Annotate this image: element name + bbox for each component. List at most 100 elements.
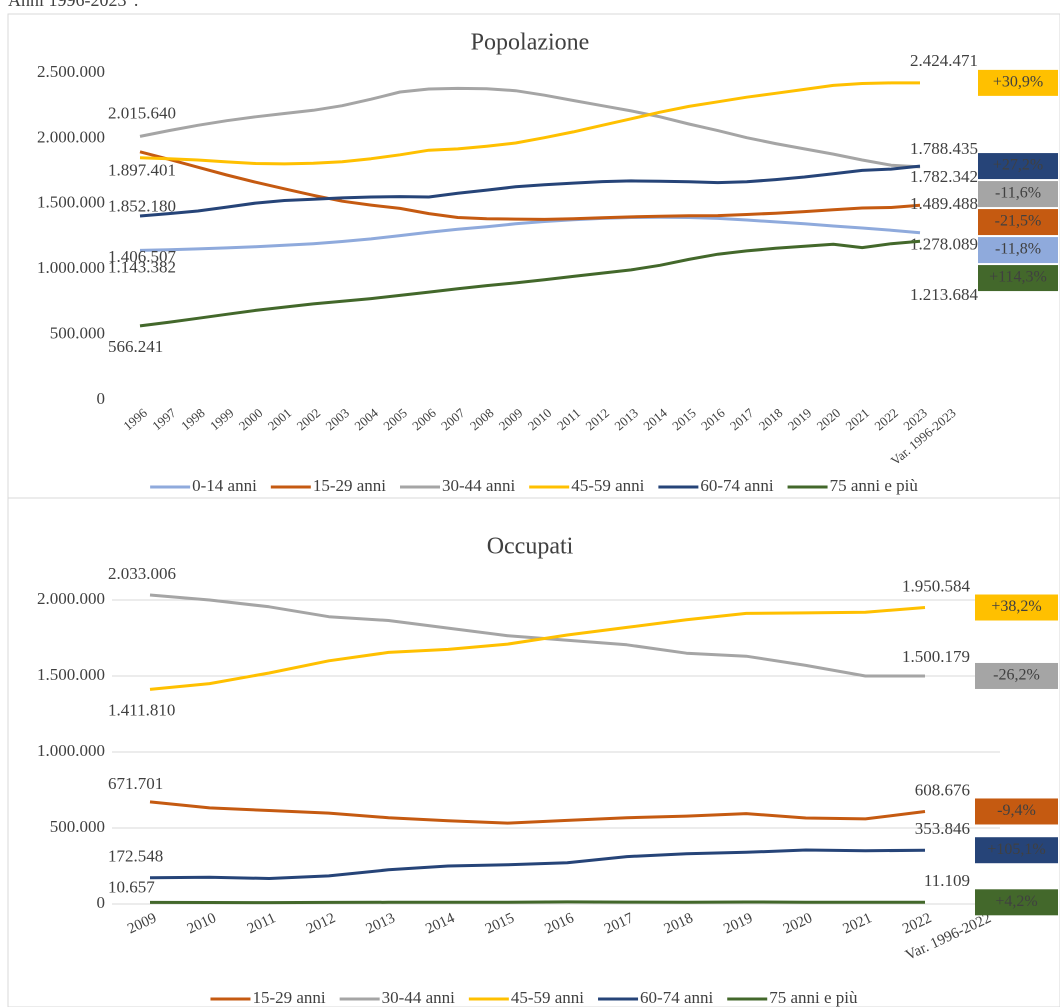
series-line (139, 239, 921, 328)
x-tick-label: 2012 (304, 910, 338, 937)
change-label: +105,1% (987, 841, 1045, 858)
data-label: 11.109 (924, 871, 970, 890)
data-label: 1.788.435 (910, 139, 978, 158)
x-tick-label: 2000 (236, 405, 266, 433)
x-tick-label: 2020 (781, 910, 815, 937)
data-label: 2.015.640 (108, 103, 176, 122)
x-tick-label: 2010 (185, 910, 219, 937)
data-label: 10.657 (108, 877, 155, 896)
change-badge (978, 153, 1058, 180)
x-tick-label: 2017 (727, 405, 757, 434)
x-tick-label: 2016 (698, 405, 728, 434)
change-label: +38,2% (991, 598, 1041, 615)
change-badge (978, 237, 1058, 264)
series-line (149, 606, 926, 691)
y-tick-label: 0 (97, 893, 106, 912)
legend: 0-14 anni 15-29 anni 30-44 anni 45-59 anni 6… (150, 476, 918, 495)
x-tick-label: 2008 (467, 405, 497, 433)
change-label: -9,4% (997, 802, 1036, 819)
series-line (139, 150, 921, 221)
x-tick-label: 2012 (583, 405, 613, 433)
change-badge (975, 662, 1058, 689)
data-label: 608.676 (915, 780, 970, 799)
y-tick-label: 1.500.000 (37, 665, 105, 684)
data-label: 1.406.507 (108, 247, 177, 266)
legend-label: 15-29 anni (313, 476, 386, 495)
legend-label: 30-44 anni (442, 476, 515, 495)
data-label: 2.033.006 (108, 564, 176, 583)
legend: 15-29 anni 30-44 anni 45-59 anni 60-74 anni… (210, 988, 858, 1007)
legend-label: 60-74 anni (700, 476, 773, 495)
x-tick-label: 2021 (843, 405, 873, 433)
y-tick-label: 500.000 (50, 324, 105, 343)
chart-frame (7, 497, 1060, 1007)
change-badge (975, 889, 1058, 916)
series-line (139, 164, 921, 218)
x-tick-label: 1998 (178, 405, 208, 433)
series-line (139, 81, 920, 166)
data-label: 1.897.401 (108, 161, 176, 180)
x-tick-label: 2020 (814, 405, 844, 433)
change-badge (978, 181, 1058, 208)
header: Anni 1996-2023". (8, 0, 138, 10)
series-line (149, 593, 925, 678)
y-tick-label: 1.500.000 (37, 193, 105, 212)
x-tick-label: 2014 (640, 405, 670, 434)
data-label: 1.278.089 (910, 235, 978, 254)
change-label: +4,2% (995, 893, 1037, 910)
y-tick-label: 1.000.000 (37, 258, 105, 277)
x-tick-label: 2021 (841, 910, 875, 937)
x-tick-label: 2009 (125, 910, 159, 937)
x-tick-label: 2019 (785, 405, 815, 433)
x-tick-label: 2015 (669, 405, 699, 433)
y-tick-label: 2.000.000 (37, 589, 105, 608)
series-line (149, 800, 926, 825)
legend-label: 0-14 anni (192, 476, 257, 495)
change-badge (975, 798, 1058, 825)
x-tick-label: 2007 (438, 405, 468, 434)
x-tick-label: 2019 (721, 910, 755, 937)
change-label: -21,5% (995, 213, 1042, 230)
data-label: 671.701 (108, 774, 163, 793)
x-tick-label: 2004 (351, 405, 381, 434)
x-tick-label: 2018 (756, 405, 786, 433)
x-tick-label: 1999 (207, 405, 237, 433)
data-label: 1.950.584 (902, 576, 971, 595)
x-tick-label: 2015 (483, 910, 517, 937)
data-label: 353.846 (915, 819, 970, 838)
legend-label: 75 anni e più (830, 476, 919, 495)
data-label: 2.424.471 (910, 51, 978, 70)
x-tick-label: 2022 (900, 910, 934, 937)
x-tick-label: 2010 (525, 405, 555, 433)
x-tick-label: 2003 (323, 405, 353, 433)
change-badge (978, 209, 1058, 236)
legend-label: 45-59 anni (571, 476, 644, 495)
x-tick-label: 1997 (149, 405, 179, 434)
series-line (139, 215, 921, 252)
series-line (139, 86, 921, 169)
y-tick-label: 2.000.000 (37, 127, 105, 146)
x-tick-label: 2006 (409, 405, 439, 434)
change-label: +27,2% (993, 157, 1043, 174)
x-tick-label: 2014 (423, 910, 457, 937)
x-tick-label: 2011 (245, 910, 278, 937)
data-label: 566.241 (108, 337, 163, 356)
y-tick-label: 2.500.000 (37, 62, 105, 81)
data-label: 1.489.488 (910, 194, 978, 213)
legend-label: 45-59 anni (511, 988, 584, 1007)
data-label: 1.213.684 (910, 285, 979, 304)
legend-label: 60-74 anni (640, 988, 713, 1007)
x-tick-label: 2002 (294, 405, 324, 433)
y-tick-label: 1.000.000 (37, 741, 105, 760)
x-tick-label: 2022 (871, 405, 901, 433)
legend-label: 15-29 anni (252, 988, 325, 1007)
x-tick-label: 1996 (120, 405, 150, 434)
x-tick-label: 2005 (380, 405, 410, 433)
chart-title: Occupati (487, 534, 574, 560)
legend-label: 75 anni e più (769, 988, 858, 1007)
x-tick-label: 2016 (542, 910, 576, 937)
data-label: 1.782.342 (910, 167, 978, 186)
data-label: 1.852.180 (108, 197, 176, 216)
legend-label: 30-44 anni (382, 988, 455, 1007)
x-tick-label: 2013 (364, 910, 398, 937)
